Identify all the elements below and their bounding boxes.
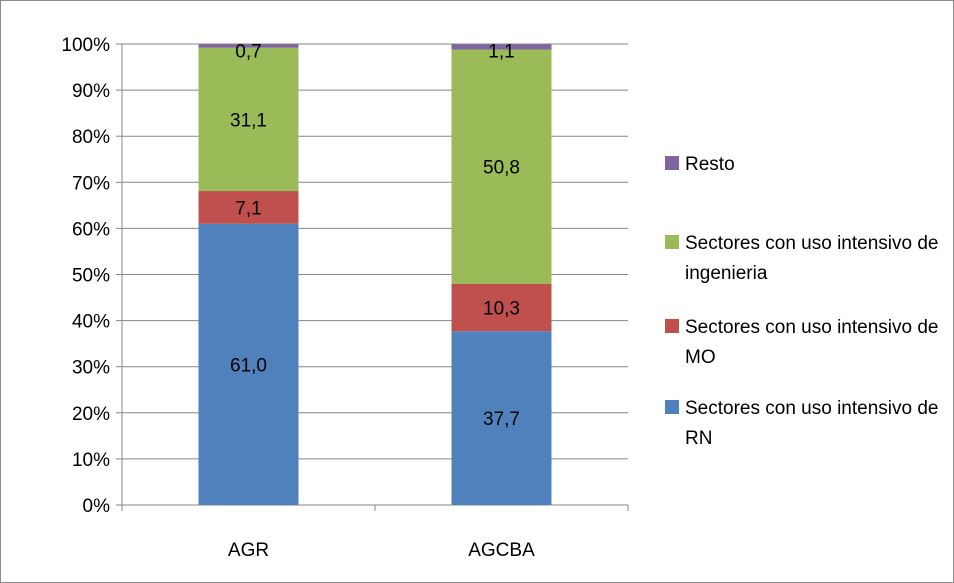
y-tick-label: 90% [72,81,110,102]
data-label: 61,0 [230,355,267,376]
legend-item: Sectores con uso intensivo de MO [665,313,945,373]
data-label: 31,1 [230,110,267,131]
data-label: 0,7 [235,41,261,62]
bar-segment [198,44,299,48]
bar-segment [451,49,552,284]
y-tick-label: 70% [72,173,110,194]
y-tick-label: 40% [72,312,110,333]
legend-item: Resto [665,150,945,180]
y-tick-label: 100% [61,35,110,56]
y-tick-label: 30% [72,358,110,379]
bar-segment [198,47,299,192]
y-tick-label: 0% [83,496,111,517]
bar-segment [451,331,552,505]
y-tick-label: 10% [72,450,110,471]
x-tick-label: AGCBA [468,540,535,561]
bar-segment [451,283,552,332]
legend-swatch [665,235,679,249]
legend-label: Sectores con uso intensivo de RN [685,398,939,449]
y-tick-label: 20% [72,404,110,425]
data-label: 37,7 [483,409,520,430]
x-tick-label: AGR [228,540,269,561]
bar-segment [198,191,299,224]
legend-label: Sectores con uso intensivo de ingenieria [685,233,939,284]
data-label: 50,8 [483,158,520,179]
legend-swatch [665,156,679,170]
legend-swatch [665,400,679,414]
y-tick-label: 50% [72,266,110,287]
bar-segment [451,44,552,50]
legend-swatch [665,319,679,333]
legend-item: Sectores con uso intensivo de ingenieria [665,229,945,289]
y-tick-label: 60% [72,219,110,240]
legend-label: Resto [685,154,735,175]
data-label: 7,1 [235,198,261,219]
bar-segment [198,223,299,506]
data-label: 10,3 [483,298,520,319]
data-label: 1,1 [488,41,514,62]
y-tick-label: 80% [72,127,110,148]
legend-label: Sectores con uso intensivo de MO [685,317,939,368]
legend-item: Sectores con uso intensivo de RN [665,394,945,454]
